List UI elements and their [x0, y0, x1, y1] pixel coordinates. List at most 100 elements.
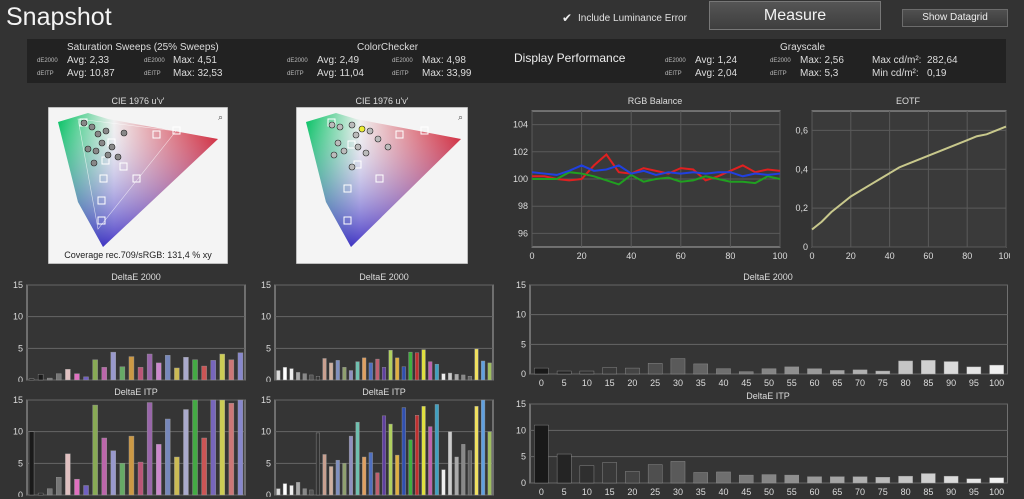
- bar: [83, 376, 89, 381]
- bar: [830, 476, 845, 484]
- bar: [309, 374, 314, 381]
- bar: [237, 352, 244, 381]
- max-cd-value: 282,64: [927, 55, 958, 66]
- bar: [228, 359, 235, 381]
- bar: [315, 375, 320, 381]
- show-datagrid-button[interactable]: Show Datagrid: [902, 9, 1008, 27]
- bar: [395, 357, 400, 381]
- bar: [921, 360, 936, 375]
- bar: [375, 358, 380, 381]
- bar: [761, 474, 777, 484]
- y-tick-label: 10: [13, 312, 23, 322]
- bar: [408, 351, 413, 381]
- eotf-chart: 0 0,2 0,4 0,6 0 20 40 60 80 100: [795, 110, 1010, 261]
- x-tick-label: 70: [855, 378, 865, 388]
- x-tick-label: 90: [946, 378, 956, 388]
- y-tick-label: 15: [13, 396, 23, 405]
- magnifier-icon: ⌕: [458, 112, 463, 122]
- deltaeitp-gray-title: DeltaE ITP: [746, 391, 790, 401]
- bar: [467, 375, 472, 381]
- de2000-label: dE2000: [287, 58, 308, 64]
- bar: [362, 456, 367, 496]
- bar: [602, 462, 617, 484]
- bar: [556, 370, 572, 375]
- saturation-deitp-avg: Avg: 10,87: [67, 68, 115, 79]
- y-tick-label: 5: [18, 458, 23, 468]
- colorchecker-de2000-max: Max: 4,98: [422, 55, 466, 66]
- x-tick-label: 5: [562, 378, 567, 388]
- bar: [647, 464, 663, 484]
- bar: [368, 362, 373, 381]
- page-title: Snapshot: [6, 3, 112, 31]
- measure-button[interactable]: Measure: [709, 1, 881, 30]
- bar: [342, 367, 347, 381]
- bar: [830, 370, 845, 375]
- x-tick-label: 80: [725, 251, 735, 261]
- bar: [119, 463, 126, 496]
- deltae2000-colorchecker-chart: 0 5 10 15: [261, 281, 494, 382]
- bar: [322, 358, 327, 381]
- bar: [74, 478, 80, 496]
- x-tick-label: 35: [696, 378, 706, 388]
- x-tick-label: 50: [764, 487, 774, 497]
- saturation-deitp-max: Max: 32,53: [173, 68, 223, 79]
- coverage-label: Coverage rec.709/sRGB: 131,4 % xy: [64, 250, 212, 260]
- bar: [156, 444, 162, 496]
- bar: [110, 351, 116, 381]
- saturation-de2000-avg: Avg: 2,33: [67, 55, 110, 66]
- bar: [625, 367, 640, 375]
- bar: [128, 356, 135, 381]
- x-tick-label: 80: [962, 251, 972, 261]
- x-tick-label: 55: [787, 378, 797, 388]
- plot-area: [529, 403, 1008, 484]
- bar: [761, 368, 777, 375]
- bar: [110, 450, 116, 496]
- bar: [289, 368, 294, 381]
- grayscale-deitp-avg: Avg: 2,04: [695, 68, 738, 79]
- bar: [481, 399, 486, 496]
- bar: [474, 406, 479, 496]
- y-tick-label: 15: [516, 281, 526, 290]
- bar: [579, 465, 595, 484]
- x-tick-label: 100: [998, 251, 1010, 261]
- include-luminance-checkbox[interactable]: ✔ Include Luminance Error: [562, 12, 687, 24]
- max-cd-label: Max cd/m²:: [872, 55, 922, 66]
- bar: [174, 456, 180, 496]
- bar: [302, 373, 307, 381]
- bar: [210, 399, 216, 496]
- bar: [454, 374, 459, 381]
- bar: [47, 488, 53, 496]
- deltaeitp-saturation-chart: 0 5 10 15: [13, 396, 246, 497]
- bar: [625, 471, 640, 484]
- bar: [201, 365, 207, 381]
- x-tick-label: 30: [673, 487, 683, 497]
- x-tick-label: 70: [855, 487, 865, 497]
- bar: [74, 373, 80, 381]
- bar: [434, 363, 439, 381]
- cie-right-title: CIE 1976 u'v': [355, 96, 409, 106]
- y-tick-label: 15: [261, 396, 271, 405]
- bar: [408, 439, 413, 496]
- bar: [784, 366, 800, 375]
- saturation-de2000-max: Max: 4,51: [173, 55, 217, 66]
- x-tick-label: 100: [772, 251, 787, 261]
- x-tick-label: 80: [901, 378, 911, 388]
- x-tick-label: 10: [582, 378, 592, 388]
- deitp-label: dEITP: [392, 71, 409, 77]
- y-tick-label: 15: [13, 281, 23, 290]
- bar: [183, 356, 189, 381]
- x-tick-label: 15: [605, 378, 615, 388]
- y-tick-label: 5: [18, 343, 23, 353]
- min-cd-value: 0,19: [927, 68, 947, 79]
- x-tick-label: 60: [810, 487, 820, 497]
- bar: [37, 492, 44, 496]
- bar: [282, 483, 287, 496]
- cie-left-title: CIE 1976 u'v': [111, 96, 165, 106]
- bar: [348, 370, 353, 381]
- eotf-title: EOTF: [896, 96, 920, 106]
- y-tick-label: 0,2: [795, 203, 808, 213]
- grayscale-de2000-avg: Avg: 1,24: [695, 55, 738, 66]
- plot-area: [529, 284, 1008, 375]
- bar: [309, 489, 314, 496]
- bar: [441, 373, 446, 381]
